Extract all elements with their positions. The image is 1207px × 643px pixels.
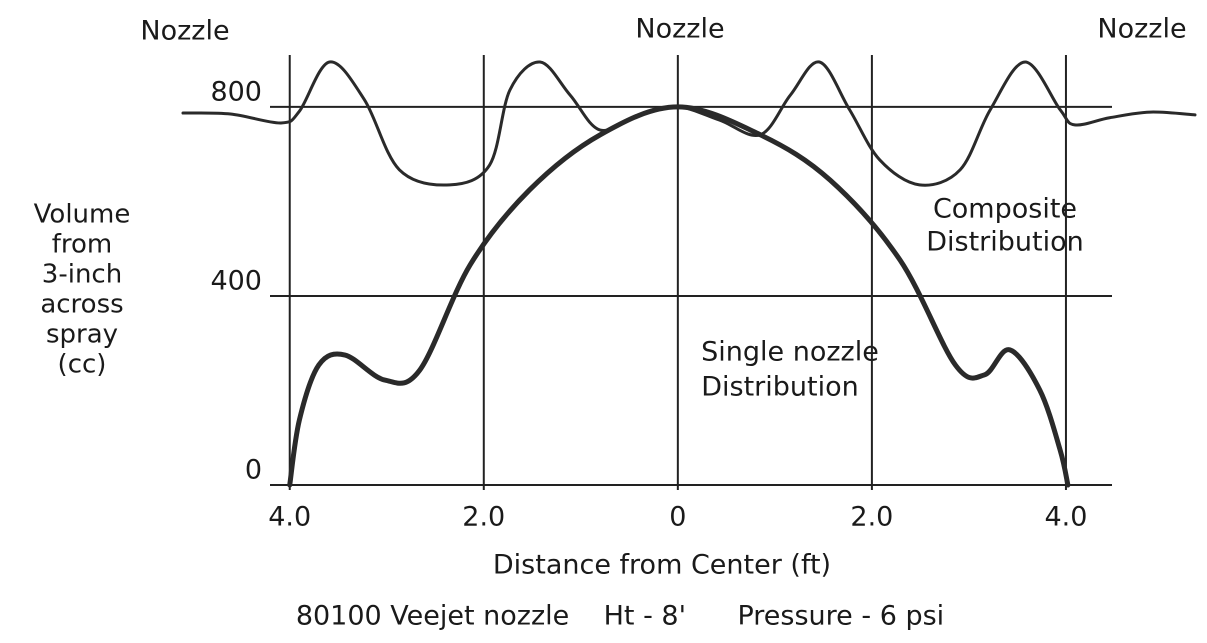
x-tick-label: 2.0 — [850, 502, 893, 533]
x-tick-label: 4.0 — [268, 502, 311, 533]
x-axis-label: Distance from Center (ft) — [493, 550, 831, 581]
y-tick-label: 400 — [210, 265, 262, 296]
series-line — [181, 60, 1197, 187]
nozzle-label: Nozzle — [1097, 14, 1186, 45]
y-tick-label: 800 — [210, 76, 262, 107]
y-axis-label: 3-inch — [42, 260, 122, 290]
nozzle-label: Nozzle — [635, 14, 724, 45]
y-axis-label: Volume — [34, 200, 131, 230]
x-tick-label: 2.0 — [462, 502, 505, 533]
y-axis-label: from — [52, 230, 113, 260]
y-axis-label: across — [40, 290, 123, 320]
nozzle-label: Nozzle — [140, 16, 229, 47]
x-tick-label: 0 — [669, 502, 686, 533]
x-tick-label: 4.0 — [1044, 502, 1087, 533]
y-axis-label: (cc) — [58, 350, 107, 380]
y-tick-label: 0 — [245, 455, 262, 486]
y-axis-label: spray — [46, 320, 118, 350]
annotation: Composite — [933, 194, 1077, 225]
annotation: Distribution — [701, 372, 859, 403]
annotation: Single nozzle — [701, 337, 879, 368]
caption: 80100 Veejet nozzle Ht - 8' Pressure - 6… — [296, 601, 944, 632]
annotation: Distribution — [926, 227, 1084, 258]
